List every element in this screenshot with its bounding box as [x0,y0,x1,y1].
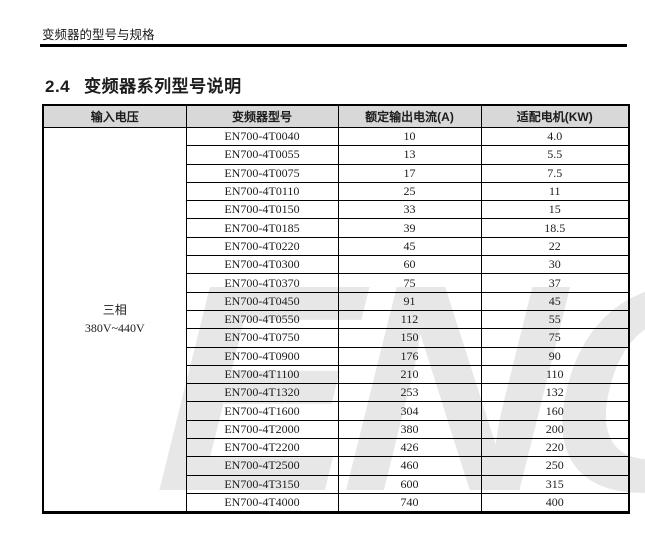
input-voltage-cell: 三相 380V~440V [42,126,187,514]
rated-current-cell: 150 [337,328,482,348]
adapted-motor-cell: 7.5 [480,163,630,183]
model-cell: EN700-4T2000 [185,419,339,440]
rated-current-cell: 740 [337,492,482,514]
adapted-motor-cell: 110 [480,364,630,385]
model-cell: EN700-4T2500 [185,456,339,476]
model-cell: EN700-4T0450 [185,291,339,311]
rated-current-cell: 380 [337,419,482,440]
rated-current-cell: 426 [337,438,482,458]
input-voltage-line1: 三相 [102,303,127,318]
rated-current-cell: 13 [337,145,482,165]
table-row: EN700-4T0150 33 15 [43,200,630,220]
model-cell: EN700-4T0075 [185,163,339,183]
adapted-motor-cell: 37 [480,273,630,293]
adapted-motor-cell: 132 [480,383,630,403]
rated-current-cell: 75 [337,273,482,293]
adapted-motor-cell: 15 [480,200,630,220]
rated-current-cell: 253 [337,383,482,403]
col-header-rated-current: 额定输出电流(A) [337,104,482,128]
model-cell: EN700-4T0220 [185,236,339,257]
model-cell: EN700-4T0370 [185,273,339,293]
model-cell: EN700-4T0150 [185,200,339,220]
adapted-motor-cell: 30 [480,255,630,275]
adapted-motor-cell: 160 [480,401,630,421]
adapted-motor-cell: 90 [480,346,630,366]
adapted-motor-cell: 220 [480,438,630,458]
model-cell: EN700-4T0550 [185,309,339,330]
adapted-motor-cell: 18.5 [480,218,630,238]
table-row: EN700-4T0075 17 7.5 [43,163,630,183]
adapted-motor-cell: 5.5 [480,145,630,165]
adapted-motor-cell: 45 [480,291,630,311]
model-cell: EN700-4T0055 [185,145,339,165]
table-row: EN700-4T0550 112 55 [43,309,630,330]
model-cell: EN700-4T1320 [185,383,339,403]
rated-current-cell: 17 [337,163,482,183]
table-row: EN700-4T4000 740 400 [43,492,630,514]
model-cell: EN700-4T2200 [185,438,339,458]
inverter-spec-table: 输入电压 变频器型号 额定输出电流(A) 适配电机(KW) 三相 380V~440… [42,104,630,515]
rated-current-cell: 25 [337,181,482,202]
model-cell: EN700-4T4000 [185,492,339,514]
table-row: EN700-4T1100 210 110 [43,364,630,385]
model-cell: EN700-4T0110 [185,181,339,202]
model-cell: EN700-4T0300 [185,255,339,275]
table-row: EN700-4T3150 600 315 [43,474,630,494]
table-row: EN700-4T0750 150 75 [43,328,630,348]
adapted-motor-cell: 75 [480,328,630,348]
rated-current-cell: 112 [337,309,482,330]
adapted-motor-cell: 250 [480,456,630,476]
rated-current-cell: 45 [337,236,482,257]
table-row: 三相 380V~440V EN700-4T0040 10 4.0 [42,126,630,514]
rated-current-cell: 210 [337,364,482,385]
table-row: EN700-4T2000 380 200 [43,419,630,440]
rated-current-cell: 460 [337,456,482,476]
model-cell: EN700-4T1600 [185,401,339,421]
model-cell: EN700-4T0750 [185,328,339,348]
section-number: 2.4 [45,77,71,96]
col-header-input-voltage: 输入电压 [42,104,187,128]
rated-current-cell: 600 [337,474,482,494]
model-cell: EN700-4T1100 [185,364,339,385]
table-row: EN700-4T0370 75 37 [43,273,630,293]
table-row: EN700-4T0220 45 22 [43,236,630,257]
adapted-motor-cell: 11 [480,181,630,202]
rated-current-cell: 91 [337,291,482,311]
rated-current-cell: 39 [337,218,482,238]
adapted-motor-cell: 4.0 [480,126,630,147]
rated-current-cell: 176 [337,346,482,366]
adapted-motor-cell: 200 [480,419,630,440]
col-header-model: 变频器型号 [185,104,339,128]
rated-current-cell: 33 [337,200,482,220]
running-header: 变频器的型号与规格 [42,28,155,42]
table-header-row: 输入电压 变频器型号 额定输出电流(A) 适配电机(KW) [42,104,630,128]
adapted-motor-cell: 55 [480,309,630,330]
rated-current-cell: 60 [337,255,482,275]
adapted-motor-cell: 315 [480,474,630,494]
rated-current-cell: 304 [337,401,482,421]
input-voltage-line2: 380V~440V [84,320,145,335]
adapted-motor-cell: 400 [480,492,630,514]
col-header-adapted-motor: 适配电机(KW) [480,104,630,128]
section-heading: 2.4 变频器系列型号说明 [45,72,242,97]
adapted-motor-cell: 22 [480,236,630,257]
section-title: 变频器系列型号说明 [84,77,242,96]
header-rule [40,44,627,47]
table-row: EN700-4T0450 91 45 [43,291,630,311]
model-cell: EN700-4T0900 [185,346,339,366]
model-cell: EN700-4T3150 [185,474,339,494]
rated-current-cell: 10 [337,126,482,147]
model-cell: EN700-4T0185 [185,218,339,238]
model-cell: EN700-4T0040 [185,126,339,147]
